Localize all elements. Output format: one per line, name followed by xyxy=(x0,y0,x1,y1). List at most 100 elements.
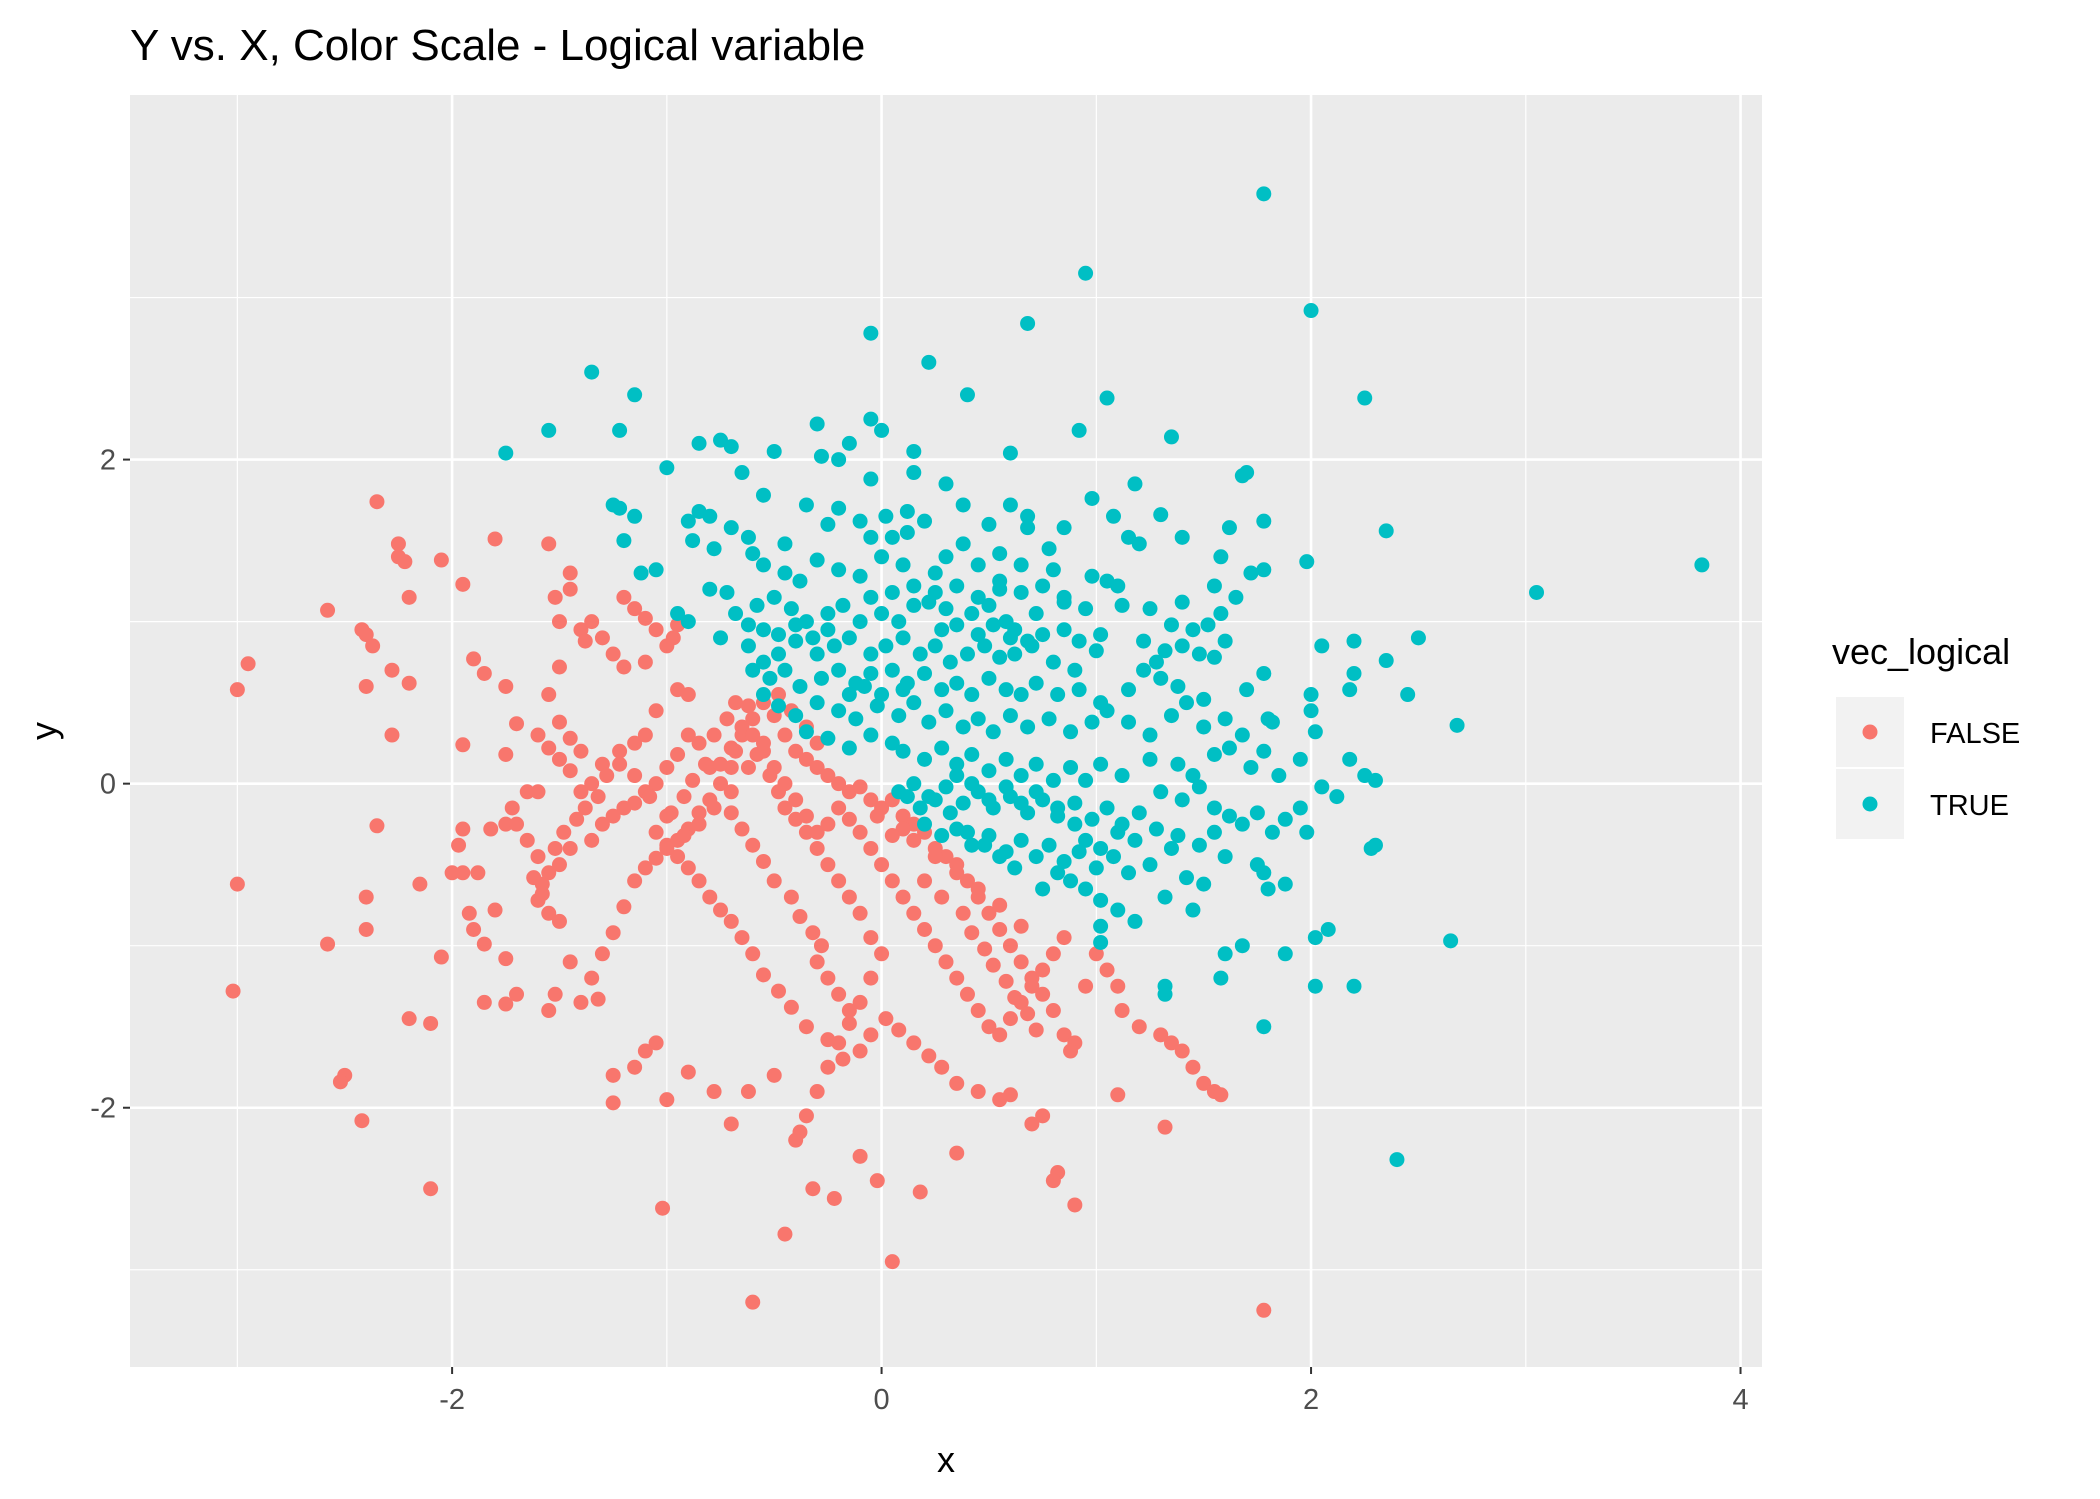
data-point-false xyxy=(852,1148,868,1164)
data-point-true xyxy=(964,746,980,762)
data-point-false xyxy=(805,1181,821,1197)
legend-swatch-false xyxy=(1862,724,1878,740)
data-point-false xyxy=(648,776,664,792)
data-point-true xyxy=(627,508,643,524)
legend-items: FALSE TRUE xyxy=(1836,697,2020,839)
data-point-false xyxy=(745,1294,761,1310)
data-point-true xyxy=(884,529,900,545)
data-point-true xyxy=(612,500,628,516)
data-point-false xyxy=(1028,1022,1044,1038)
data-point-false xyxy=(594,946,610,962)
data-point-true xyxy=(1163,840,1179,856)
data-point-false xyxy=(863,970,879,986)
data-point-true xyxy=(541,422,557,438)
data-point-true xyxy=(627,387,643,403)
data-point-false xyxy=(569,811,585,827)
data-point-true xyxy=(788,617,804,633)
data-point-true xyxy=(1127,832,1143,848)
data-point-true xyxy=(1367,772,1383,788)
data-point-true xyxy=(1136,662,1152,678)
data-point-false xyxy=(1174,1043,1190,1059)
data-point-false xyxy=(766,759,782,775)
data-point-true xyxy=(1239,682,1255,698)
data-point-true xyxy=(1002,708,1018,724)
data-point-false xyxy=(642,789,658,805)
x-tick-label: -2 xyxy=(439,1384,465,1416)
data-point-false xyxy=(240,656,256,672)
data-point-true xyxy=(1217,633,1233,649)
data-point-false xyxy=(771,687,787,703)
data-point-false xyxy=(970,1003,986,1019)
data-point-false xyxy=(616,589,632,605)
data-point-true xyxy=(912,800,928,816)
data-point-true xyxy=(964,687,980,703)
data-point-false xyxy=(1153,1027,1169,1043)
data-point-true xyxy=(1067,816,1083,832)
data-point-false xyxy=(470,865,486,881)
data-point-true xyxy=(841,687,857,703)
data-point-true xyxy=(777,536,793,552)
data-point-true xyxy=(1035,627,1051,643)
data-point-true xyxy=(831,662,847,678)
data-point-true xyxy=(1185,622,1201,638)
data-point-false xyxy=(562,840,578,856)
data-point-true xyxy=(1292,751,1308,767)
data-point-true xyxy=(895,630,911,646)
data-point-true xyxy=(927,565,943,581)
data-point-true xyxy=(917,513,933,529)
legend-swatch-true xyxy=(1862,796,1878,812)
data-point-false xyxy=(869,1173,885,1189)
data-point-false xyxy=(498,951,514,967)
data-point-true xyxy=(1013,687,1029,703)
data-point-false xyxy=(884,873,900,889)
data-point-true xyxy=(955,497,971,513)
data-point-true xyxy=(927,638,943,654)
data-point-true xyxy=(783,601,799,617)
data-point-false xyxy=(1067,1197,1083,1213)
data-point-true xyxy=(863,589,879,605)
data-point-false xyxy=(934,1059,950,1075)
data-point-true xyxy=(852,614,868,630)
data-point-false xyxy=(1114,1003,1130,1019)
data-point-false xyxy=(788,743,804,759)
data-point-false xyxy=(509,816,525,832)
data-point-false xyxy=(444,865,460,881)
data-point-false xyxy=(938,954,954,970)
data-point-true xyxy=(942,654,958,670)
data-point-true xyxy=(1228,589,1244,605)
data-point-true xyxy=(633,565,649,581)
data-point-true xyxy=(1078,881,1094,897)
data-point-false xyxy=(676,828,692,844)
data-point-false xyxy=(723,805,739,821)
data-point-false xyxy=(1213,1087,1229,1103)
data-point-true xyxy=(1299,824,1315,840)
data-point-false xyxy=(820,1032,836,1048)
data-point-true xyxy=(1157,889,1173,905)
data-point-true xyxy=(1020,719,1036,735)
data-point-true xyxy=(1121,529,1137,545)
data-point-true xyxy=(798,724,814,740)
data-point-true xyxy=(981,670,997,686)
data-point-false xyxy=(627,1059,643,1075)
data-point-true xyxy=(863,471,879,487)
data-point-true xyxy=(820,516,836,532)
data-point-false xyxy=(697,756,713,772)
data-point-false xyxy=(713,776,729,792)
data-point-true xyxy=(1002,630,1018,646)
data-point-false xyxy=(955,905,971,921)
data-point-false xyxy=(706,727,722,743)
data-point-false xyxy=(863,930,879,946)
data-point-true xyxy=(878,638,894,654)
data-point-true xyxy=(906,465,922,481)
data-point-false xyxy=(358,627,374,643)
data-point-false xyxy=(895,821,911,837)
data-point-true xyxy=(1148,821,1164,837)
data-point-false xyxy=(655,1200,671,1216)
data-point-false xyxy=(831,873,847,889)
data-point-true xyxy=(1056,520,1072,536)
data-point-false xyxy=(906,905,922,921)
data-point-true xyxy=(1206,649,1222,665)
data-point-true xyxy=(1221,520,1237,536)
data-point-false xyxy=(713,902,729,918)
data-point-true xyxy=(1041,711,1057,727)
